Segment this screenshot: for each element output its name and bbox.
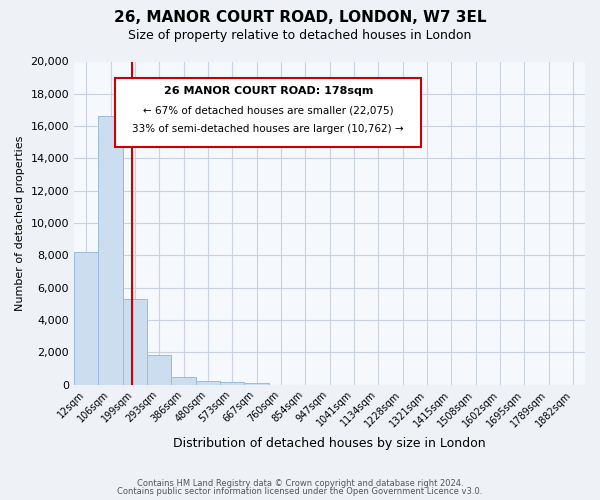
Text: ← 67% of detached houses are smaller (22,075): ← 67% of detached houses are smaller (22…: [143, 105, 394, 115]
Bar: [74, 252, 98, 384]
Text: Size of property relative to detached houses in London: Size of property relative to detached ho…: [128, 29, 472, 42]
Text: Contains public sector information licensed under the Open Government Licence v3: Contains public sector information licen…: [118, 487, 482, 496]
Bar: [196, 382, 220, 384]
Bar: [220, 382, 244, 384]
Bar: [98, 116, 123, 384]
Text: 26, MANOR COURT ROAD, LONDON, W7 3EL: 26, MANOR COURT ROAD, LONDON, W7 3EL: [114, 10, 486, 25]
Text: Contains HM Land Registry data © Crown copyright and database right 2024.: Contains HM Land Registry data © Crown c…: [137, 478, 463, 488]
Bar: [172, 378, 196, 384]
Y-axis label: Number of detached properties: Number of detached properties: [15, 136, 25, 310]
Text: 26 MANOR COURT ROAD: 178sqm: 26 MANOR COURT ROAD: 178sqm: [164, 86, 373, 96]
FancyBboxPatch shape: [115, 78, 421, 147]
X-axis label: Distribution of detached houses by size in London: Distribution of detached houses by size …: [173, 437, 486, 450]
Bar: [123, 299, 147, 384]
Text: 33% of semi-detached houses are larger (10,762) →: 33% of semi-detached houses are larger (…: [133, 124, 404, 134]
Bar: [147, 354, 172, 384]
